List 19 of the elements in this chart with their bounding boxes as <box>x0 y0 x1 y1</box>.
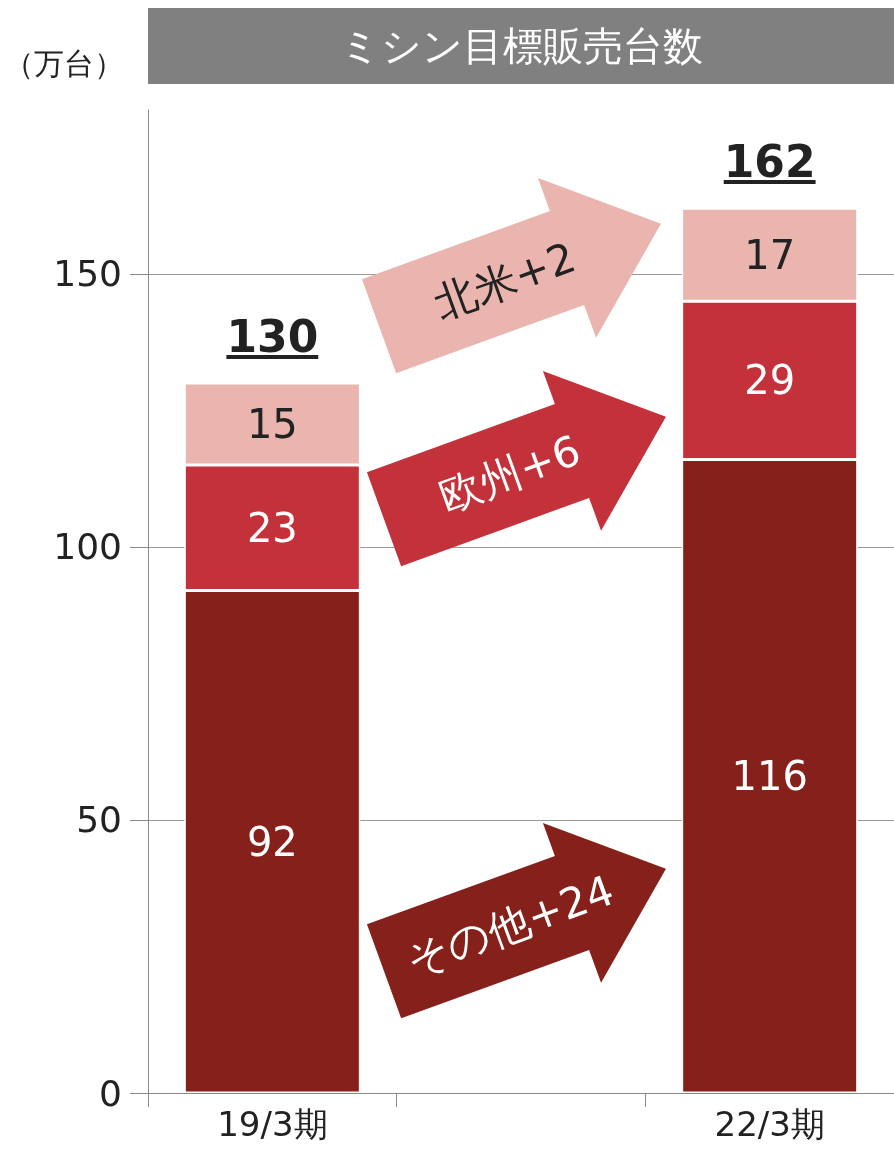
annotation: 北米+2 <box>426 231 583 331</box>
x-tick-label: 22/3期 <box>714 1104 825 1144</box>
annotation: その他+24 <box>398 864 621 988</box>
data-label: 116 <box>731 753 808 800</box>
data-label: 23 <box>246 504 298 551</box>
y-tick-label: 50 <box>76 799 122 841</box>
y-tick-label: 100 <box>53 526 122 568</box>
data-label: 17 <box>744 231 796 278</box>
data-label: 29 <box>744 357 796 404</box>
x-tick-label: 19/3期 <box>217 1104 328 1144</box>
y-tick-label: 150 <box>53 253 122 295</box>
total-label: 130 <box>226 311 319 363</box>
annotation: 欧州+6 <box>431 424 588 524</box>
data-label: 92 <box>246 818 298 865</box>
data-label: 15 <box>246 401 298 448</box>
total-label: 162 <box>723 136 816 188</box>
y-axis-title: （万台） <box>4 45 124 83</box>
y-tick-label: 0 <box>99 1072 122 1114</box>
chart-title: ミシン目標販売台数 <box>148 8 894 84</box>
